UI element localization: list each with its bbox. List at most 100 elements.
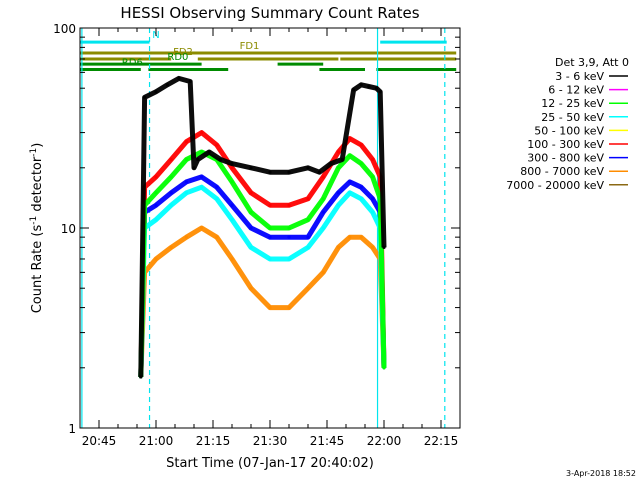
series-point — [230, 257, 234, 261]
series-point — [192, 166, 196, 170]
series-point — [371, 245, 375, 249]
series-point — [230, 161, 234, 166]
x-tick-label: 21:00 — [139, 434, 174, 448]
y-axis-label-sup1: -1 — [29, 216, 39, 225]
series-point — [371, 210, 375, 214]
y-axis: 1 10 100 — [53, 22, 460, 436]
status-bars: NFD1FD2RD0RD6 — [80, 30, 457, 72]
series-point — [359, 235, 363, 239]
series-point — [359, 197, 363, 201]
y-axis-label-mid: detector — [30, 156, 45, 216]
legend-label: 50 - 100 keV — [534, 124, 604, 137]
series-point — [321, 226, 325, 230]
status-bar-label: RD0 — [167, 52, 188, 63]
series-point — [359, 83, 363, 87]
series-point — [268, 203, 272, 207]
series-point — [268, 170, 272, 174]
legend-label: 6 - 12 keV — [548, 84, 604, 97]
series-point — [196, 157, 200, 162]
series-point — [215, 197, 219, 201]
series-point — [352, 88, 356, 92]
series-point — [207, 150, 211, 154]
series-point — [382, 245, 386, 249]
series-line — [138, 225, 387, 377]
series-point — [367, 84, 371, 89]
series-point — [268, 235, 272, 239]
series-point — [348, 154, 352, 158]
legend-label: 25 - 50 keV — [541, 111, 604, 124]
series-point — [306, 235, 310, 239]
series-point — [306, 197, 310, 201]
series-point — [215, 143, 219, 147]
series-point — [287, 226, 291, 230]
series-point — [200, 150, 204, 154]
series-point — [154, 218, 158, 222]
series-point — [215, 235, 219, 239]
series-point — [329, 161, 333, 166]
x-tick-label: 21:45 — [310, 434, 345, 448]
x-tick-label: 20:45 — [82, 434, 117, 448]
series-point — [169, 191, 173, 195]
y-axis-label-main: Count Rate (s — [30, 225, 45, 314]
timestamp: 3-Apr-2018 18:52 — [566, 469, 636, 478]
status-bar-label: FD2 — [173, 47, 193, 58]
series-point — [371, 157, 375, 162]
pointing-lines — [81, 28, 446, 428]
legend-title: Det 3,9, Att 0 — [555, 56, 629, 69]
series-point — [215, 185, 219, 189]
series-point — [321, 197, 325, 201]
x-axis-label: Start Time (07-Jan-17 20:40:02) — [166, 456, 374, 471]
series-line — [138, 75, 387, 377]
series-point — [348, 235, 352, 239]
series-point — [321, 175, 325, 179]
series-point — [184, 157, 188, 162]
series-point — [359, 143, 363, 147]
y-tick-label: 100 — [53, 22, 76, 36]
series-point — [317, 170, 321, 174]
series-point — [200, 175, 204, 179]
series-point — [336, 245, 340, 249]
series-point — [139, 375, 143, 379]
series-point — [306, 218, 310, 222]
x-tick-label: 21:30 — [253, 434, 288, 448]
legend-label: 12 - 25 keV — [541, 97, 604, 110]
series-point — [230, 166, 234, 170]
y-axis-label-sup2: -1 — [29, 148, 39, 157]
series-point — [348, 136, 352, 141]
series-point — [340, 157, 344, 162]
series-point — [188, 79, 192, 84]
series-point — [321, 210, 325, 214]
x-tick-label: 22:15 — [424, 434, 459, 448]
series-point — [249, 286, 253, 290]
series-point — [230, 180, 234, 184]
series-point — [268, 305, 272, 310]
series-group — [138, 75, 387, 379]
series-point — [374, 86, 378, 90]
series-point — [287, 170, 291, 174]
legend-label: 300 - 800 keV — [527, 152, 604, 165]
series-point — [321, 270, 325, 274]
series-line — [138, 174, 387, 377]
y-axis-label-end: ) — [30, 143, 45, 148]
series-point — [359, 185, 363, 189]
series-point — [177, 76, 181, 80]
series-point — [154, 203, 158, 207]
series-point — [184, 235, 188, 239]
series-point — [371, 197, 375, 201]
series-point — [287, 257, 291, 261]
series-point — [336, 203, 340, 207]
series-point — [184, 140, 188, 144]
series-point — [268, 226, 272, 230]
series-point — [154, 257, 158, 261]
series-point — [200, 130, 204, 135]
series-point — [371, 175, 375, 179]
series-point — [154, 191, 158, 195]
series-point — [200, 226, 204, 230]
series-point — [249, 210, 253, 214]
x-axis: 20:45 21:00 21:15 21:30 21:45 22:00 22:15 — [79, 28, 461, 448]
series-point — [249, 191, 253, 195]
series-point — [249, 245, 253, 249]
series-point — [169, 175, 173, 179]
series-point — [184, 180, 188, 184]
